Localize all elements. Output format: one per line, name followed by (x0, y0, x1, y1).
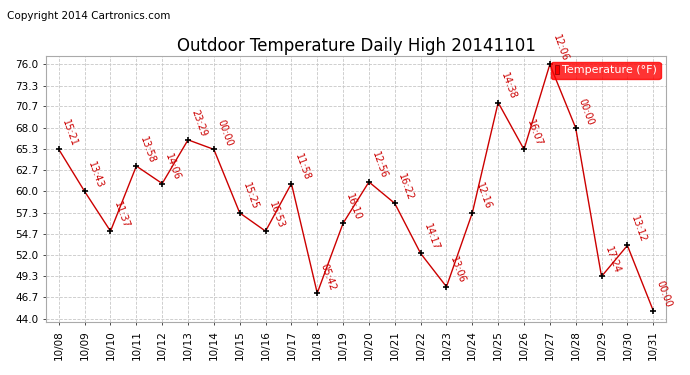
Text: 16:10: 16:10 (344, 192, 363, 222)
Text: 12:16: 12:16 (473, 182, 493, 212)
Text: 16:07: 16:07 (525, 118, 544, 148)
Text: 13:06: 13:06 (448, 256, 466, 285)
Text: 11:37: 11:37 (112, 200, 130, 230)
Text: 13:58: 13:58 (137, 135, 157, 165)
Text: 14:17: 14:17 (422, 222, 441, 252)
Text: 12:56: 12:56 (371, 151, 389, 180)
Legend: Temperature (°F): Temperature (°F) (551, 62, 660, 79)
Text: 12:06: 12:06 (551, 33, 570, 63)
Text: Copyright 2014 Cartronics.com: Copyright 2014 Cartronics.com (7, 11, 170, 21)
Text: 23:29: 23:29 (189, 108, 208, 138)
Text: 05:42: 05:42 (319, 262, 337, 291)
Text: 15:21: 15:21 (60, 118, 79, 148)
Text: 14:38: 14:38 (500, 72, 518, 101)
Title: Outdoor Temperature Daily High 20141101: Outdoor Temperature Daily High 20141101 (177, 37, 535, 55)
Text: 13:12: 13:12 (629, 214, 648, 244)
Text: 13:43: 13:43 (86, 160, 105, 190)
Text: 00:00: 00:00 (215, 118, 234, 148)
Text: 16:53: 16:53 (267, 200, 286, 230)
Text: 15:25: 15:25 (241, 182, 260, 212)
Text: 00:00: 00:00 (577, 97, 596, 126)
Text: 17:24: 17:24 (603, 245, 622, 275)
Text: 00:00: 00:00 (655, 279, 673, 309)
Text: 14:06: 14:06 (164, 152, 182, 182)
Text: 11:58: 11:58 (293, 152, 312, 182)
Text: 16:22: 16:22 (396, 172, 415, 202)
